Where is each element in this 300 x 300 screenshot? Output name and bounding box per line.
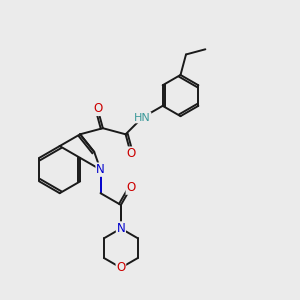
Text: O: O	[126, 181, 136, 194]
Text: O: O	[116, 261, 125, 274]
Text: O: O	[126, 147, 135, 160]
Text: N: N	[116, 222, 125, 235]
Text: O: O	[93, 102, 102, 116]
Text: N: N	[96, 163, 105, 176]
Text: HN: HN	[134, 112, 151, 123]
